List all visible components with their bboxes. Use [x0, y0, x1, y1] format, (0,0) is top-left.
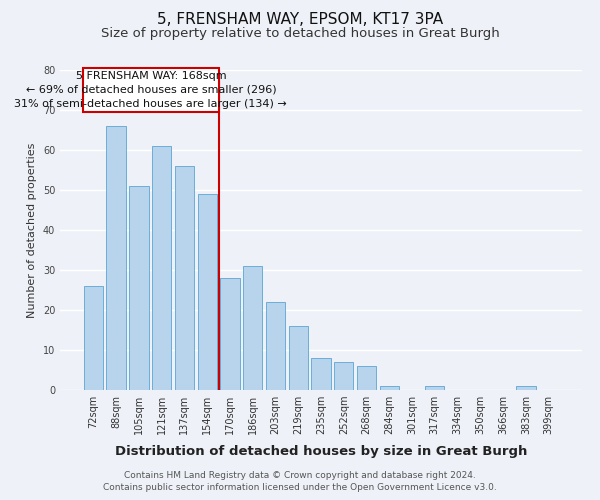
Text: Size of property relative to detached houses in Great Burgh: Size of property relative to detached ho…	[101, 28, 499, 40]
Bar	[425, 386, 445, 390]
Text: Contains HM Land Registry data © Crown copyright and database right 2024.
Contai: Contains HM Land Registry data © Crown c…	[103, 471, 497, 492]
Bar	[220, 278, 239, 390]
Bar	[84, 286, 103, 390]
X-axis label: Distribution of detached houses by size in Great Burgh: Distribution of detached houses by size …	[115, 446, 527, 458]
Text: 5 FRENSHAM WAY: 168sqm
← 69% of detached houses are smaller (296)
31% of semi-de: 5 FRENSHAM WAY: 168sqm ← 69% of detached…	[14, 70, 287, 110]
Y-axis label: Number of detached properties: Number of detached properties	[27, 142, 37, 318]
Bar	[516, 386, 536, 390]
Bar	[197, 194, 217, 390]
Text: 5, FRENSHAM WAY, EPSOM, KT17 3PA: 5, FRENSHAM WAY, EPSOM, KT17 3PA	[157, 12, 443, 28]
Bar	[152, 146, 172, 390]
Bar	[334, 362, 353, 390]
Bar	[129, 186, 149, 390]
Bar	[357, 366, 376, 390]
Bar	[289, 326, 308, 390]
Bar	[175, 166, 194, 390]
Bar	[243, 266, 262, 390]
Bar	[380, 386, 399, 390]
Bar	[311, 358, 331, 390]
Bar	[106, 126, 126, 390]
Bar	[266, 302, 285, 390]
Bar	[83, 68, 218, 112]
